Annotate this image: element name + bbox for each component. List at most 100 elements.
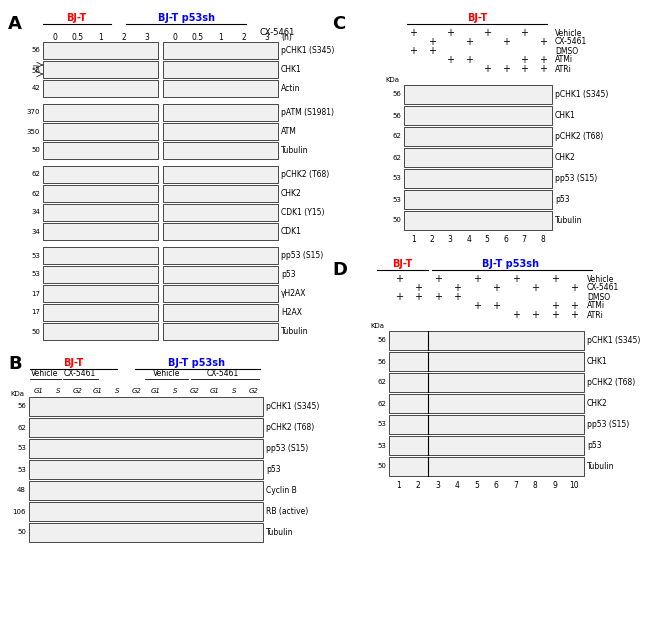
FancyBboxPatch shape (68, 84, 86, 93)
Text: 17: 17 (31, 310, 40, 315)
FancyBboxPatch shape (547, 399, 562, 408)
FancyBboxPatch shape (246, 423, 261, 432)
FancyBboxPatch shape (488, 441, 504, 450)
Text: CHK1: CHK1 (555, 111, 576, 120)
FancyBboxPatch shape (165, 289, 183, 298)
Text: CHK2: CHK2 (555, 153, 576, 162)
FancyBboxPatch shape (246, 486, 261, 495)
FancyBboxPatch shape (92, 84, 110, 93)
FancyBboxPatch shape (257, 127, 276, 136)
FancyBboxPatch shape (31, 465, 47, 474)
Text: S: S (114, 388, 119, 394)
Text: 53: 53 (392, 176, 401, 181)
FancyBboxPatch shape (188, 84, 207, 93)
Text: +: + (453, 283, 461, 293)
FancyBboxPatch shape (188, 170, 207, 179)
Text: p53: p53 (281, 270, 296, 279)
FancyBboxPatch shape (469, 399, 484, 408)
FancyBboxPatch shape (235, 289, 253, 298)
FancyBboxPatch shape (480, 111, 495, 120)
Text: KDa: KDa (370, 323, 384, 329)
FancyBboxPatch shape (462, 174, 476, 183)
Text: DMSO: DMSO (587, 293, 610, 301)
FancyBboxPatch shape (536, 111, 550, 120)
FancyBboxPatch shape (469, 356, 484, 367)
FancyBboxPatch shape (114, 127, 133, 136)
FancyBboxPatch shape (499, 111, 514, 120)
FancyBboxPatch shape (114, 65, 133, 74)
Text: +: + (512, 310, 520, 320)
FancyBboxPatch shape (137, 189, 155, 198)
Text: S: S (173, 388, 177, 394)
Text: BJ-T p53sh: BJ-T p53sh (482, 259, 538, 269)
FancyBboxPatch shape (391, 399, 406, 408)
Text: (h): (h) (281, 33, 292, 42)
Text: 53: 53 (31, 253, 40, 258)
Text: +: + (428, 46, 436, 56)
FancyBboxPatch shape (165, 327, 183, 336)
Text: 53: 53 (377, 442, 386, 449)
FancyBboxPatch shape (517, 153, 532, 162)
Text: CX-5461: CX-5461 (64, 369, 96, 378)
Text: 53: 53 (392, 197, 401, 202)
Text: pCHK1 (S345): pCHK1 (S345) (555, 90, 608, 99)
Text: G2: G2 (73, 388, 83, 394)
Text: BJ-T: BJ-T (467, 13, 487, 23)
Text: G2: G2 (190, 388, 200, 394)
FancyBboxPatch shape (68, 108, 86, 117)
FancyBboxPatch shape (449, 441, 465, 450)
FancyBboxPatch shape (148, 444, 164, 453)
Bar (404, 211, 552, 230)
FancyBboxPatch shape (168, 486, 183, 495)
FancyBboxPatch shape (114, 84, 133, 93)
FancyBboxPatch shape (46, 84, 64, 93)
FancyBboxPatch shape (90, 507, 105, 516)
FancyBboxPatch shape (51, 402, 66, 411)
Text: 350: 350 (27, 128, 40, 135)
Text: 1: 1 (218, 33, 223, 42)
FancyBboxPatch shape (68, 308, 86, 317)
Text: 56: 56 (377, 358, 386, 365)
FancyBboxPatch shape (508, 441, 523, 450)
FancyBboxPatch shape (70, 444, 86, 453)
Text: +: + (447, 55, 454, 65)
Text: +: + (483, 28, 491, 38)
FancyBboxPatch shape (137, 127, 155, 136)
FancyBboxPatch shape (424, 153, 439, 162)
Bar (404, 85, 552, 104)
FancyBboxPatch shape (148, 528, 164, 537)
FancyBboxPatch shape (257, 270, 276, 279)
Text: Tubulin: Tubulin (266, 528, 294, 537)
FancyBboxPatch shape (114, 108, 133, 117)
FancyBboxPatch shape (92, 270, 110, 279)
FancyBboxPatch shape (449, 399, 465, 408)
FancyBboxPatch shape (137, 170, 155, 179)
FancyBboxPatch shape (109, 444, 125, 453)
FancyBboxPatch shape (499, 216, 514, 225)
FancyBboxPatch shape (430, 462, 445, 471)
FancyBboxPatch shape (226, 528, 242, 537)
FancyBboxPatch shape (92, 289, 110, 298)
FancyBboxPatch shape (235, 65, 253, 74)
Text: 34: 34 (31, 209, 40, 216)
FancyBboxPatch shape (109, 507, 125, 516)
Text: 56: 56 (31, 68, 40, 74)
FancyBboxPatch shape (114, 146, 133, 155)
FancyBboxPatch shape (165, 270, 183, 279)
Text: Tubulin: Tubulin (281, 146, 309, 155)
FancyBboxPatch shape (137, 46, 155, 55)
Text: Vehicle: Vehicle (31, 369, 58, 378)
Text: pCHK2 (T68): pCHK2 (T68) (555, 132, 603, 141)
FancyBboxPatch shape (114, 289, 133, 298)
Bar (389, 394, 584, 413)
Bar (43, 80, 158, 97)
FancyBboxPatch shape (70, 486, 86, 495)
Text: H2AX: H2AX (281, 308, 302, 317)
FancyBboxPatch shape (188, 46, 207, 55)
FancyBboxPatch shape (168, 528, 183, 537)
Text: D: D (332, 261, 347, 279)
FancyBboxPatch shape (547, 462, 562, 471)
Text: 3: 3 (144, 33, 149, 42)
FancyBboxPatch shape (114, 251, 133, 260)
Text: 3: 3 (436, 481, 440, 490)
